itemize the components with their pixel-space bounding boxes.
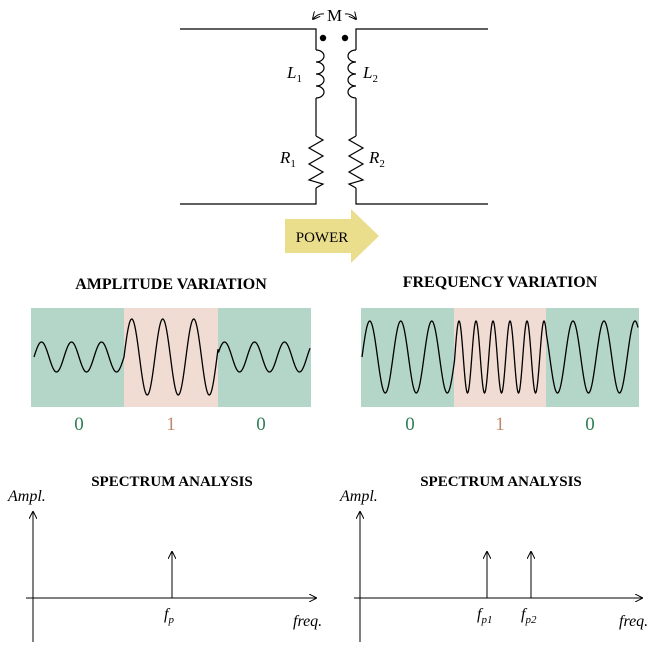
bit-region-0-a: [361, 308, 454, 407]
frequency-bit-label: 1: [495, 414, 505, 435]
bit-region-0-b: [546, 308, 639, 407]
frequency-bit-label: 0: [405, 414, 415, 435]
amplitude-modulated-wave: [33, 318, 311, 396]
r1-resistor: [307, 135, 325, 189]
l1-coil: [315, 49, 325, 99]
dot-l2: [341, 34, 349, 42]
peak-label: fp2: [521, 606, 537, 626]
amplitude-bit-label: 0: [256, 414, 266, 435]
frequency-modulated-wave: [361, 319, 639, 395]
x-axis-label: freq.: [619, 613, 648, 630]
spectrum-title: SPECTRUM ANALYSIS: [420, 474, 582, 490]
spectrum-right: SPECTRUM ANALYSIS Ampl. fp1 fp2 freq.: [339, 474, 648, 642]
bit-region-0-a: [31, 308, 124, 407]
frequency-panel: FREQUENCY VARIATION 0 1 0: [361, 274, 639, 435]
peak-label: fp1: [477, 606, 492, 626]
mutual-arrow-right: [344, 14, 356, 19]
dot-l1: [319, 34, 327, 42]
y-axis-label: Ampl.: [7, 488, 46, 505]
peak-label: fp: [164, 606, 174, 626]
y-axis-label: Ampl.: [339, 488, 378, 505]
l2-coil: [347, 49, 357, 99]
bit-region-0-b: [218, 308, 311, 407]
frequency-bit-label: 0: [585, 414, 595, 435]
l2-label: L2: [362, 63, 378, 85]
spectrum-left: SPECTRUM ANALYSIS Ampl. fp freq.: [7, 474, 322, 642]
secondary-wire: [355, 28, 488, 205]
l1-label: L1: [286, 63, 302, 85]
amplitude-panel: AMPLITUDE VARIATION 0 1 0: [31, 276, 311, 435]
amplitude-title: AMPLITUDE VARIATION: [75, 276, 267, 293]
x-axis-label: freq.: [293, 613, 322, 630]
r1-label: R1: [279, 148, 296, 170]
spectrum-title: SPECTRUM ANALYSIS: [91, 474, 253, 490]
amplitude-bit-label: 0: [74, 414, 84, 435]
power-label: POWER: [296, 230, 349, 246]
mutual-arrow-left: [313, 14, 325, 19]
r2-label: R2: [368, 148, 385, 170]
mutual-label: M: [327, 6, 342, 25]
frequency-title: FREQUENCY VARIATION: [403, 274, 598, 291]
amplitude-bit-label: 1: [166, 414, 176, 435]
primary-wire: [180, 28, 317, 205]
transformer-circuit: M L1 L2 R1 R2 POWER: [180, 6, 488, 263]
r2-resistor: [347, 135, 365, 189]
power-arrow: [285, 209, 379, 263]
